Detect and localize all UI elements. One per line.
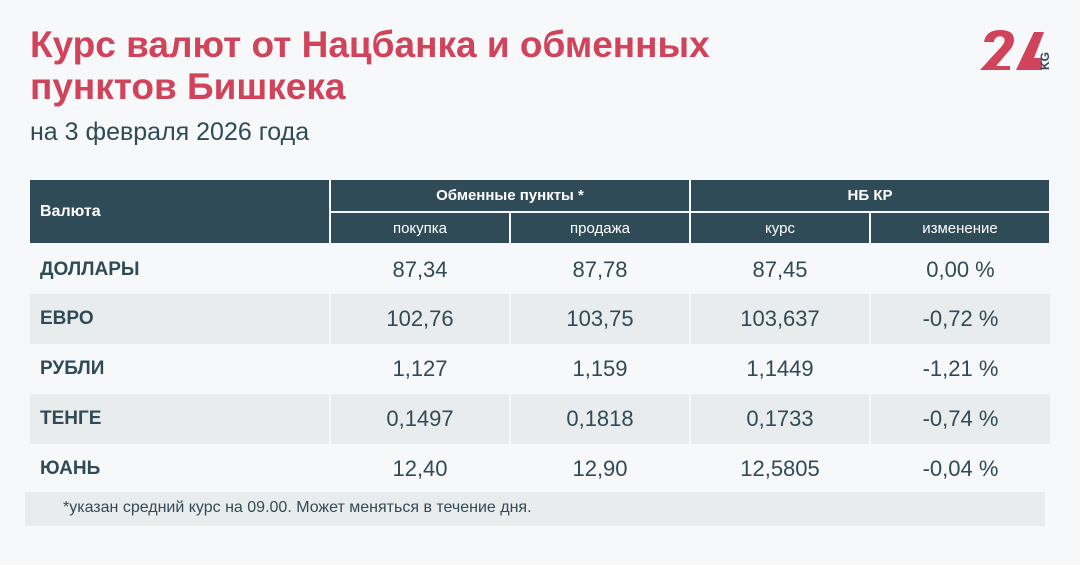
currency-name: ЮАНЬ <box>40 458 101 479</box>
sell-value: 12,90 <box>509 444 690 494</box>
currency-name: РУБЛИ <box>40 358 105 379</box>
buy-value: 102,76 <box>329 294 510 344</box>
header-sell: продажа <box>509 212 691 245</box>
header-change: изменение <box>868 212 1052 245</box>
buy-value: 1,127 <box>329 344 510 394</box>
table-row: ЕВРО 102,76 103,75 103,637 -0,72 % <box>30 294 1051 344</box>
svg-text:KG: KG <box>1038 52 1052 70</box>
header-currency: Валюта <box>30 180 331 245</box>
nb-change-value: -0,72 % <box>868 294 1051 344</box>
nb-rate-value: 0,1733 <box>689 394 870 444</box>
nb-change-value: 0,00 % <box>868 244 1051 294</box>
table-row: ТЕНГЕ 0,1497 0,1818 0,1733 -0,74 % <box>30 394 1051 444</box>
currency-table: Валюта Обменные пункты * НБ КР покупка п… <box>30 180 1052 494</box>
buy-value: 12,40 <box>329 444 510 494</box>
sell-value: 0,1818 <box>509 394 690 444</box>
nb-change-value: -0,74 % <box>868 394 1051 444</box>
page-title: Курс валют от Нацбанка и обменных пункто… <box>30 24 710 107</box>
header-rate: курс <box>689 212 871 245</box>
currency-name: ТЕНГЕ <box>30 394 330 444</box>
nb-rate-value: 103,637 <box>689 294 870 344</box>
currency-name: ДОЛЛАРЫ <box>40 258 140 280</box>
sell-value: 1,159 <box>509 344 690 394</box>
nb-rate-value: 12,5805 <box>689 444 870 494</box>
buy-value: 0,1497 <box>329 394 510 444</box>
nb-change-value: -1,21 % <box>868 344 1051 394</box>
header-nbkr: НБ КР <box>688 180 1052 213</box>
table-row: ДОЛЛАРЫ 87,34 87,78 87,45 0,00 % <box>30 244 1051 294</box>
table-row: ЮАНЬ 12,40 12,90 12,5805 -0,04 % <box>30 444 1051 494</box>
buy-value: 87,34 <box>329 244 510 294</box>
sell-value: 87,78 <box>509 244 690 294</box>
nb-rate-value: 1,1449 <box>689 344 870 394</box>
nb-change-value: -0,04 % <box>868 444 1051 494</box>
table-row: РУБЛИ 1,127 1,159 1,1449 -1,21 % <box>30 344 1051 394</box>
header-buy: покупка <box>329 212 511 245</box>
currency-name: ЕВРО <box>30 294 330 344</box>
logo-24kg: KG <box>980 30 1052 70</box>
footnote: *указан средний курс на 09.00. Может мен… <box>25 492 1045 526</box>
nb-rate-value: 87,45 <box>689 244 870 294</box>
header-exchange-points: Обменные пункты * <box>329 180 691 213</box>
sell-value: 103,75 <box>509 294 690 344</box>
page-subtitle: на 3 февраля 2026 года <box>30 118 310 146</box>
